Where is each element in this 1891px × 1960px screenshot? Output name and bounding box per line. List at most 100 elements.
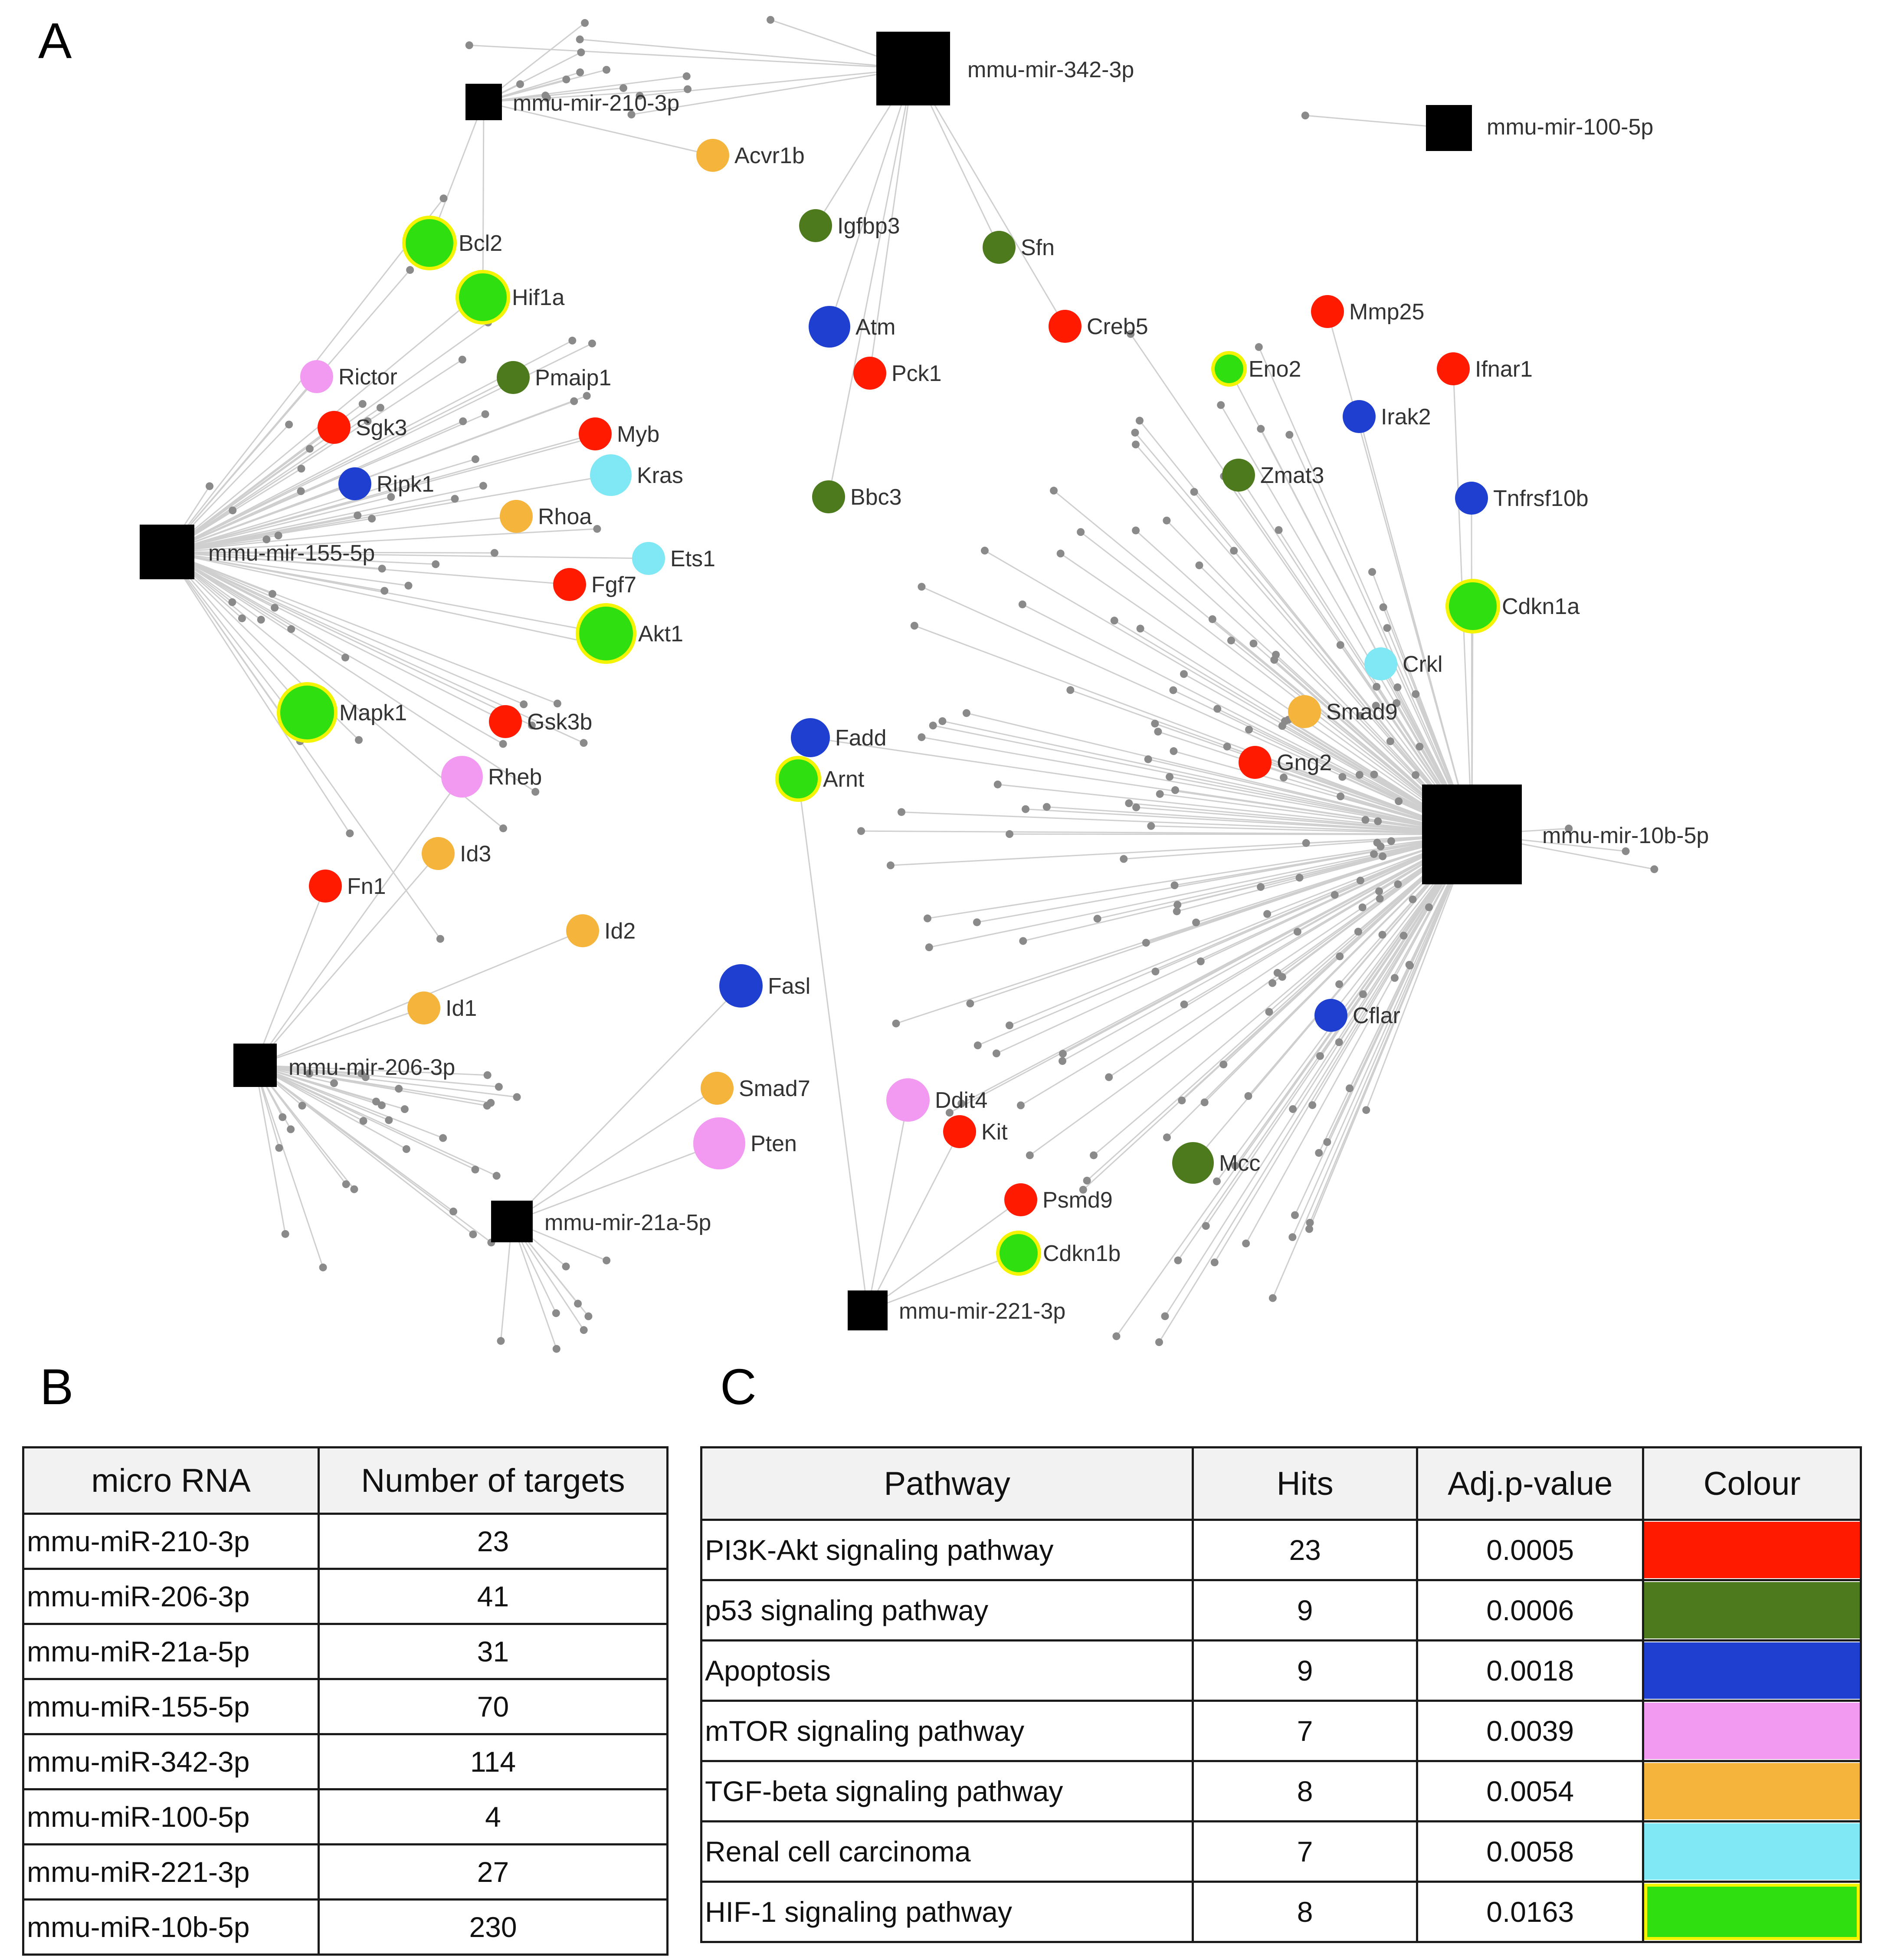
gene-node-pmaip1: Pmaip1 (497, 361, 611, 394)
target-dot (1390, 974, 1399, 982)
table-row: mTOR signaling pathway 7 0.0039 (700, 1700, 1862, 1762)
target-dot (1257, 883, 1265, 891)
target-dot (1376, 842, 1385, 850)
network-edge (167, 515, 517, 553)
target-dot (1383, 624, 1391, 632)
target-dot (499, 824, 508, 832)
network-edge (1220, 404, 1473, 835)
mirna-label: mmu-mir-155-5p (208, 541, 375, 566)
gene-label: Pten (751, 1131, 797, 1156)
target-dot (1227, 637, 1235, 645)
target-dot (359, 1117, 367, 1125)
target-count-cell: 31 (318, 1623, 669, 1680)
header-pathway: Pathway (700, 1446, 1194, 1521)
target-count-cell: 230 (318, 1898, 669, 1956)
mirna-label: mmu-mir-100-5p (1487, 115, 1653, 140)
mirna-target-network: Acvr1b Bcl2 Hif1a Igfbp3 Sfn Creb5 Atm Pck1 Bbc3… (140, 16, 1709, 1353)
mirna-name-cell: mmu-miR-342-3p (22, 1733, 320, 1790)
target-dot (1370, 850, 1378, 858)
target-dot (1171, 786, 1180, 794)
colour-swatch-cell (1642, 1700, 1862, 1762)
target-dot (305, 1070, 314, 1078)
gene-node-atm: Atm (809, 306, 895, 348)
hits-cell: 9 (1192, 1579, 1418, 1642)
gene-node-mcc: Mcc (1172, 1142, 1260, 1184)
gene-node-cflar: Cflar (1314, 999, 1400, 1032)
hits-cell: 7 (1192, 1700, 1418, 1762)
target-dot (584, 1312, 593, 1320)
target-dot (1105, 1073, 1113, 1081)
target-dot (449, 1207, 458, 1215)
target-dot (513, 1093, 521, 1101)
gene-node-rheb: Rheb (441, 756, 542, 798)
mirna-square (233, 1044, 277, 1087)
hits-cell: 8 (1192, 1881, 1418, 1943)
table-row: PI3K-Akt signaling pathway 23 0.0005 (700, 1519, 1862, 1581)
mirna-label: mmu-mir-10b-5p (1542, 823, 1709, 848)
network-edge (861, 830, 1472, 835)
target-dot (1361, 816, 1370, 824)
pathway-name-cell: PI3K-Akt signaling pathway (700, 1519, 1194, 1581)
p-value-cell: 0.0058 (1416, 1820, 1645, 1883)
target-dot (619, 84, 627, 92)
target-dot (376, 404, 384, 412)
target-dot (285, 420, 293, 429)
gene-node-creb5: Creb5 (1049, 310, 1148, 343)
network-edge (970, 834, 1472, 1005)
target-dot (1308, 1101, 1317, 1109)
gene-label: Smad9 (1326, 699, 1398, 725)
header-hits: Hits (1192, 1446, 1418, 1521)
gene-node-acvr1b: Acvr1b (696, 139, 805, 172)
target-dot (1316, 1052, 1324, 1060)
gene-label: Ripk1 (377, 472, 434, 497)
target-dot (886, 861, 895, 870)
network-edge (255, 1064, 474, 1235)
gene-node-bcl2: Bcl2 (402, 216, 502, 270)
target-dot (1127, 330, 1135, 338)
gene-node-pck1: Pck1 (853, 357, 942, 390)
target-dot (1161, 1312, 1169, 1320)
gene-node-circle (407, 991, 440, 1024)
gene-node-eno2: Eno2 (1211, 351, 1301, 387)
target-dots (206, 16, 1658, 1353)
network-edge (984, 550, 1472, 835)
gene-node-hif1a: Hif1a (456, 270, 564, 325)
gene-node-circle (1437, 352, 1470, 385)
target-dot (1331, 891, 1339, 899)
gene-node-fgf7: Fgf7 (553, 568, 636, 601)
network-edge (167, 551, 506, 722)
header-micro-rna: micro RNA (22, 1446, 320, 1515)
gene-node-circle (1343, 400, 1376, 433)
network-edge (482, 102, 485, 298)
gene-node-circle (701, 1072, 734, 1105)
network-edge (1080, 531, 1472, 835)
target-dot (1370, 770, 1378, 778)
target-dot (1016, 1101, 1025, 1110)
target-dot (281, 1230, 289, 1238)
target-dot (1132, 526, 1140, 535)
target-dot (602, 66, 610, 74)
network-edge (1294, 834, 1473, 1216)
target-dot (1210, 1258, 1219, 1267)
target-dot (531, 788, 540, 796)
gene-label: Rictor (338, 364, 397, 390)
gene-node-circle (406, 219, 453, 267)
target-dot (1132, 803, 1140, 811)
target-dot (1154, 728, 1162, 736)
network-edge (867, 1100, 909, 1311)
network-edge (631, 68, 914, 115)
target-dot (1291, 1211, 1299, 1219)
target-dot (262, 535, 271, 544)
target-dot (1249, 639, 1258, 647)
network-edge (255, 1064, 407, 1150)
target-dot (275, 1144, 283, 1152)
target-dot (341, 653, 349, 662)
target-dot (1302, 839, 1310, 847)
gene-nodes: Acvr1b Bcl2 Hif1a Igfbp3 Sfn Creb5 Atm Pck1 Bbc3… (277, 139, 1589, 1276)
gene-label: Bcl2 (459, 231, 502, 256)
gene-node-ddit4: Ddit4 (886, 1078, 987, 1122)
target-dot (1178, 1097, 1186, 1105)
gene-label: Zmat3 (1260, 463, 1324, 488)
target-dot (1090, 1151, 1098, 1159)
gene-label: Irak2 (1381, 404, 1431, 430)
